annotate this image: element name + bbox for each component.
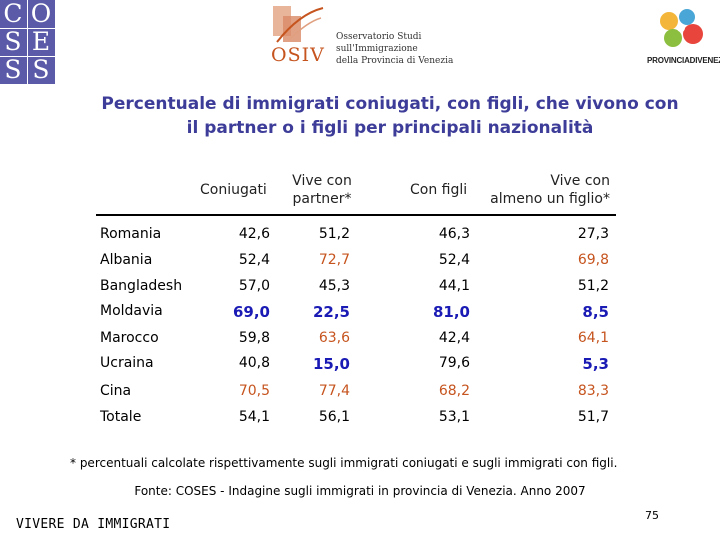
osiv-line: sull'Immigrazione [336,44,418,54]
header-rule [96,214,616,216]
cell-con-figli: 52,4 [438,252,470,268]
table-row: Moldavia 69,0 22,5 81,0 8,5 [100,303,620,329]
table-row: Cina 70,5 77,4 68,2 83,3 [100,383,620,409]
row-label: Moldavia [100,303,163,319]
cell-coniugati: 69,0 [232,303,270,321]
page-number: 75 [645,509,659,522]
coses-letter: S [32,55,50,84]
row-label: Romania [100,226,162,242]
cell-vive-partner: 72,7 [318,252,350,268]
header-coniugati: Coniugati [200,182,267,198]
header-con-figli: Con figli [410,182,468,198]
row-label: Totale [100,409,142,425]
footnote: * percentuali calcolate rispettivamente … [70,456,618,470]
cell-coniugati: 54,1 [238,409,270,425]
cell-vive-partner: 77,4 [318,383,350,399]
table-row: Albania 52,4 72,7 52,4 69,8 [100,252,620,278]
cell-vive-figlio: 83,3 [577,383,609,399]
table-row: Romania 42,6 51,2 46,3 27,3 [100,226,620,252]
footer-title: VIVERE DA IMMIGRATI [16,517,171,532]
row-label: Marocco [100,330,159,346]
coses-logo: C O S E S S [0,0,55,84]
coses-letter: E [31,27,51,56]
cell-vive-partner: 51,2 [318,226,350,242]
cell-vive-figlio: 5,3 [582,355,609,373]
cell-coniugati: 57,0 [238,278,270,294]
coses-letter: C [3,0,23,28]
table-row: Ucraina 40,8 15,0 79,6 5,3 [100,355,620,381]
cell-con-figli: 42,4 [438,330,470,346]
cell-con-figli: 81,0 [432,303,470,321]
coses-letter: O [30,0,52,28]
osiv-line: Osservatorio Studi [336,32,422,42]
title-line-1: Percentuale di immigrati coniugati, con … [101,94,679,114]
header-vive-figlio: Vive con almeno un figlio* [480,172,610,208]
cell-vive-figlio: 69,8 [577,252,609,268]
osiv-acronym: OSIV [271,44,325,66]
cell-con-figli: 53,1 [438,409,470,425]
row-label: Ucraina [100,355,154,371]
header-line: almeno un figlio* [490,191,610,207]
cell-con-figli: 79,6 [438,355,470,371]
coses-letter: S [4,27,22,56]
header-line: Vive con [550,173,610,189]
table-row: Totale 54,1 56,1 53,1 51,7 [100,409,620,435]
cell-con-figli: 68,2 [438,383,470,399]
cell-coniugati: 70,5 [238,383,270,399]
provincia-emblem-icon [660,9,703,47]
row-label: Cina [100,383,132,399]
cell-coniugati: 42,6 [238,226,270,242]
cell-coniugati: 59,8 [238,330,270,346]
cell-vive-figlio: 64,1 [577,330,609,346]
header-vive-partner: Vive con partner* [286,172,358,208]
cell-vive-figlio: 51,7 [577,409,609,425]
provincia-logo: PROVINCIADIVENEZIA [645,4,720,70]
cell-vive-partner: 22,5 [312,303,350,321]
cell-con-figli: 46,3 [438,226,470,242]
cell-coniugati: 52,4 [238,252,270,268]
osiv-line: della Provincia di Venezia [336,56,454,66]
cell-vive-figlio: 8,5 [582,303,609,321]
page-title: Percentuale di immigrati coniugati, con … [60,92,720,140]
cell-coniugati: 40,8 [238,355,270,371]
row-label: Bangladesh [100,278,183,294]
cell-vive-figlio: 27,3 [577,226,609,242]
cell-con-figli: 44,1 [438,278,470,294]
table-row: Marocco 59,8 63,6 42,4 64,1 [100,330,620,356]
cell-vive-partner: 56,1 [318,409,350,425]
provincia-name: PROVINCIADIVENEZIA [647,56,720,65]
cell-vive-figlio: 51,2 [577,278,609,294]
row-label: Albania [100,252,153,268]
cell-vive-partner: 63,6 [318,330,350,346]
source-note: Fonte: COSES - Indagine sugli immigrati … [134,484,586,498]
osiv-emblem-icon [273,6,324,43]
coses-letter: S [4,55,22,84]
cell-vive-partner: 45,3 [318,278,350,294]
osiv-logo: OSIV Osservatorio Studi sull'Immigrazion… [265,4,453,68]
table-row: Bangladesh 57,0 45,3 44,1 51,2 [100,278,620,304]
header-line: partner* [292,191,352,207]
cell-vive-partner: 15,0 [312,355,350,373]
header-line: Vive con [292,173,352,189]
title-line-2: il partner o i figli per principali nazi… [186,118,594,138]
